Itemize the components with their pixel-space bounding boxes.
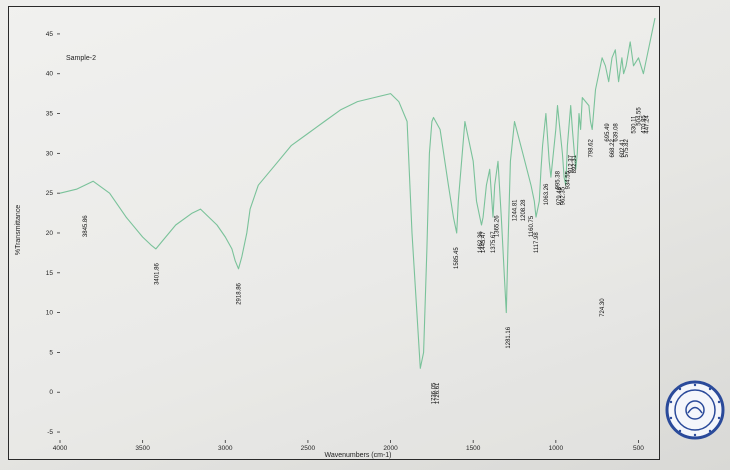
peak-label: 798.62	[589, 138, 595, 157]
peak-label: 1208.28	[521, 199, 527, 221]
peak-label: 447.24	[645, 115, 651, 134]
peak-label: 602.41	[620, 138, 626, 157]
peak-label: 1117.98	[534, 232, 540, 253]
y-tick-label: 40	[46, 71, 54, 78]
peak-label: 504.55	[637, 107, 643, 126]
y-tick-label: 0	[49, 389, 53, 396]
peak-label: 1585.45	[454, 247, 460, 269]
peak-label: 912.37	[569, 154, 575, 173]
chart-frame	[8, 6, 660, 460]
peak-label: 724.30	[600, 298, 606, 317]
y-tick-label: 35	[46, 111, 54, 118]
peak-label: 470.85	[641, 115, 647, 134]
y-tick-label: 30	[46, 150, 54, 157]
y-tick-label: 15	[46, 270, 54, 277]
peak-label: 1160.75	[529, 215, 535, 237]
peak-label: 1244.81	[513, 199, 519, 221]
y-axis-label: %Transmittance	[15, 205, 22, 255]
peak-label: 530.11	[632, 115, 638, 134]
x-tick-label: 4000	[53, 445, 68, 452]
x-tick-label: 1500	[466, 445, 481, 452]
peak-label: 1375.67	[491, 231, 497, 253]
x-axis-label: Wavenumbers (cm-1)	[324, 452, 391, 459]
peak-label: 1736.05	[432, 382, 438, 404]
x-tick-label: 1000	[549, 445, 564, 452]
y-tick-label: -5	[47, 429, 53, 436]
peak-label: 934.55	[565, 170, 571, 189]
x-tick-label: 2500	[301, 445, 316, 452]
peak-label: 995.38	[556, 170, 562, 189]
y-tick-label: 25	[46, 190, 54, 197]
axis-layer: 4000 3500 3000 2500 2000 1500 1000 500 -5 0 5 10 15 2…	[46, 31, 645, 452]
peak-label: 2918.86	[237, 282, 243, 304]
institution-seal-icon	[665, 380, 725, 440]
peak-label: 668.22	[610, 138, 616, 157]
x-tick-label: 3000	[218, 445, 233, 452]
peak-label: 1063.26	[544, 183, 550, 205]
x-tick-label: 2000	[383, 445, 398, 452]
peak-label: 3401.86	[155, 263, 161, 285]
peak-label: 1726.61	[435, 382, 441, 404]
peak-label: 695.49	[605, 123, 611, 142]
peak-label: 962.35	[560, 186, 566, 205]
peak-label: 3845.86	[83, 215, 89, 237]
spectrum-line	[59, 17, 656, 369]
chart-title: Sample-2	[66, 55, 96, 62]
x-tick-label: 500	[633, 445, 644, 452]
y-tick-label: 45	[46, 31, 54, 38]
peak-label: 1445.47	[481, 231, 487, 253]
peak-label: 979.46	[557, 186, 563, 205]
peak-label: 1281.16	[506, 326, 512, 348]
series-layer	[59, 17, 656, 369]
peak-label: 1462.36	[478, 231, 484, 253]
x-tick-label: 3500	[135, 445, 150, 452]
peak-label: 1365.26	[494, 215, 500, 237]
peak-label: 575.82	[624, 138, 630, 157]
peak-label: 639.08	[613, 123, 619, 142]
y-tick-label: 10	[46, 310, 54, 317]
y-tick-label: 5	[49, 349, 53, 356]
peak-label: 892.31	[572, 154, 578, 173]
y-tick-label: 20	[46, 230, 54, 237]
